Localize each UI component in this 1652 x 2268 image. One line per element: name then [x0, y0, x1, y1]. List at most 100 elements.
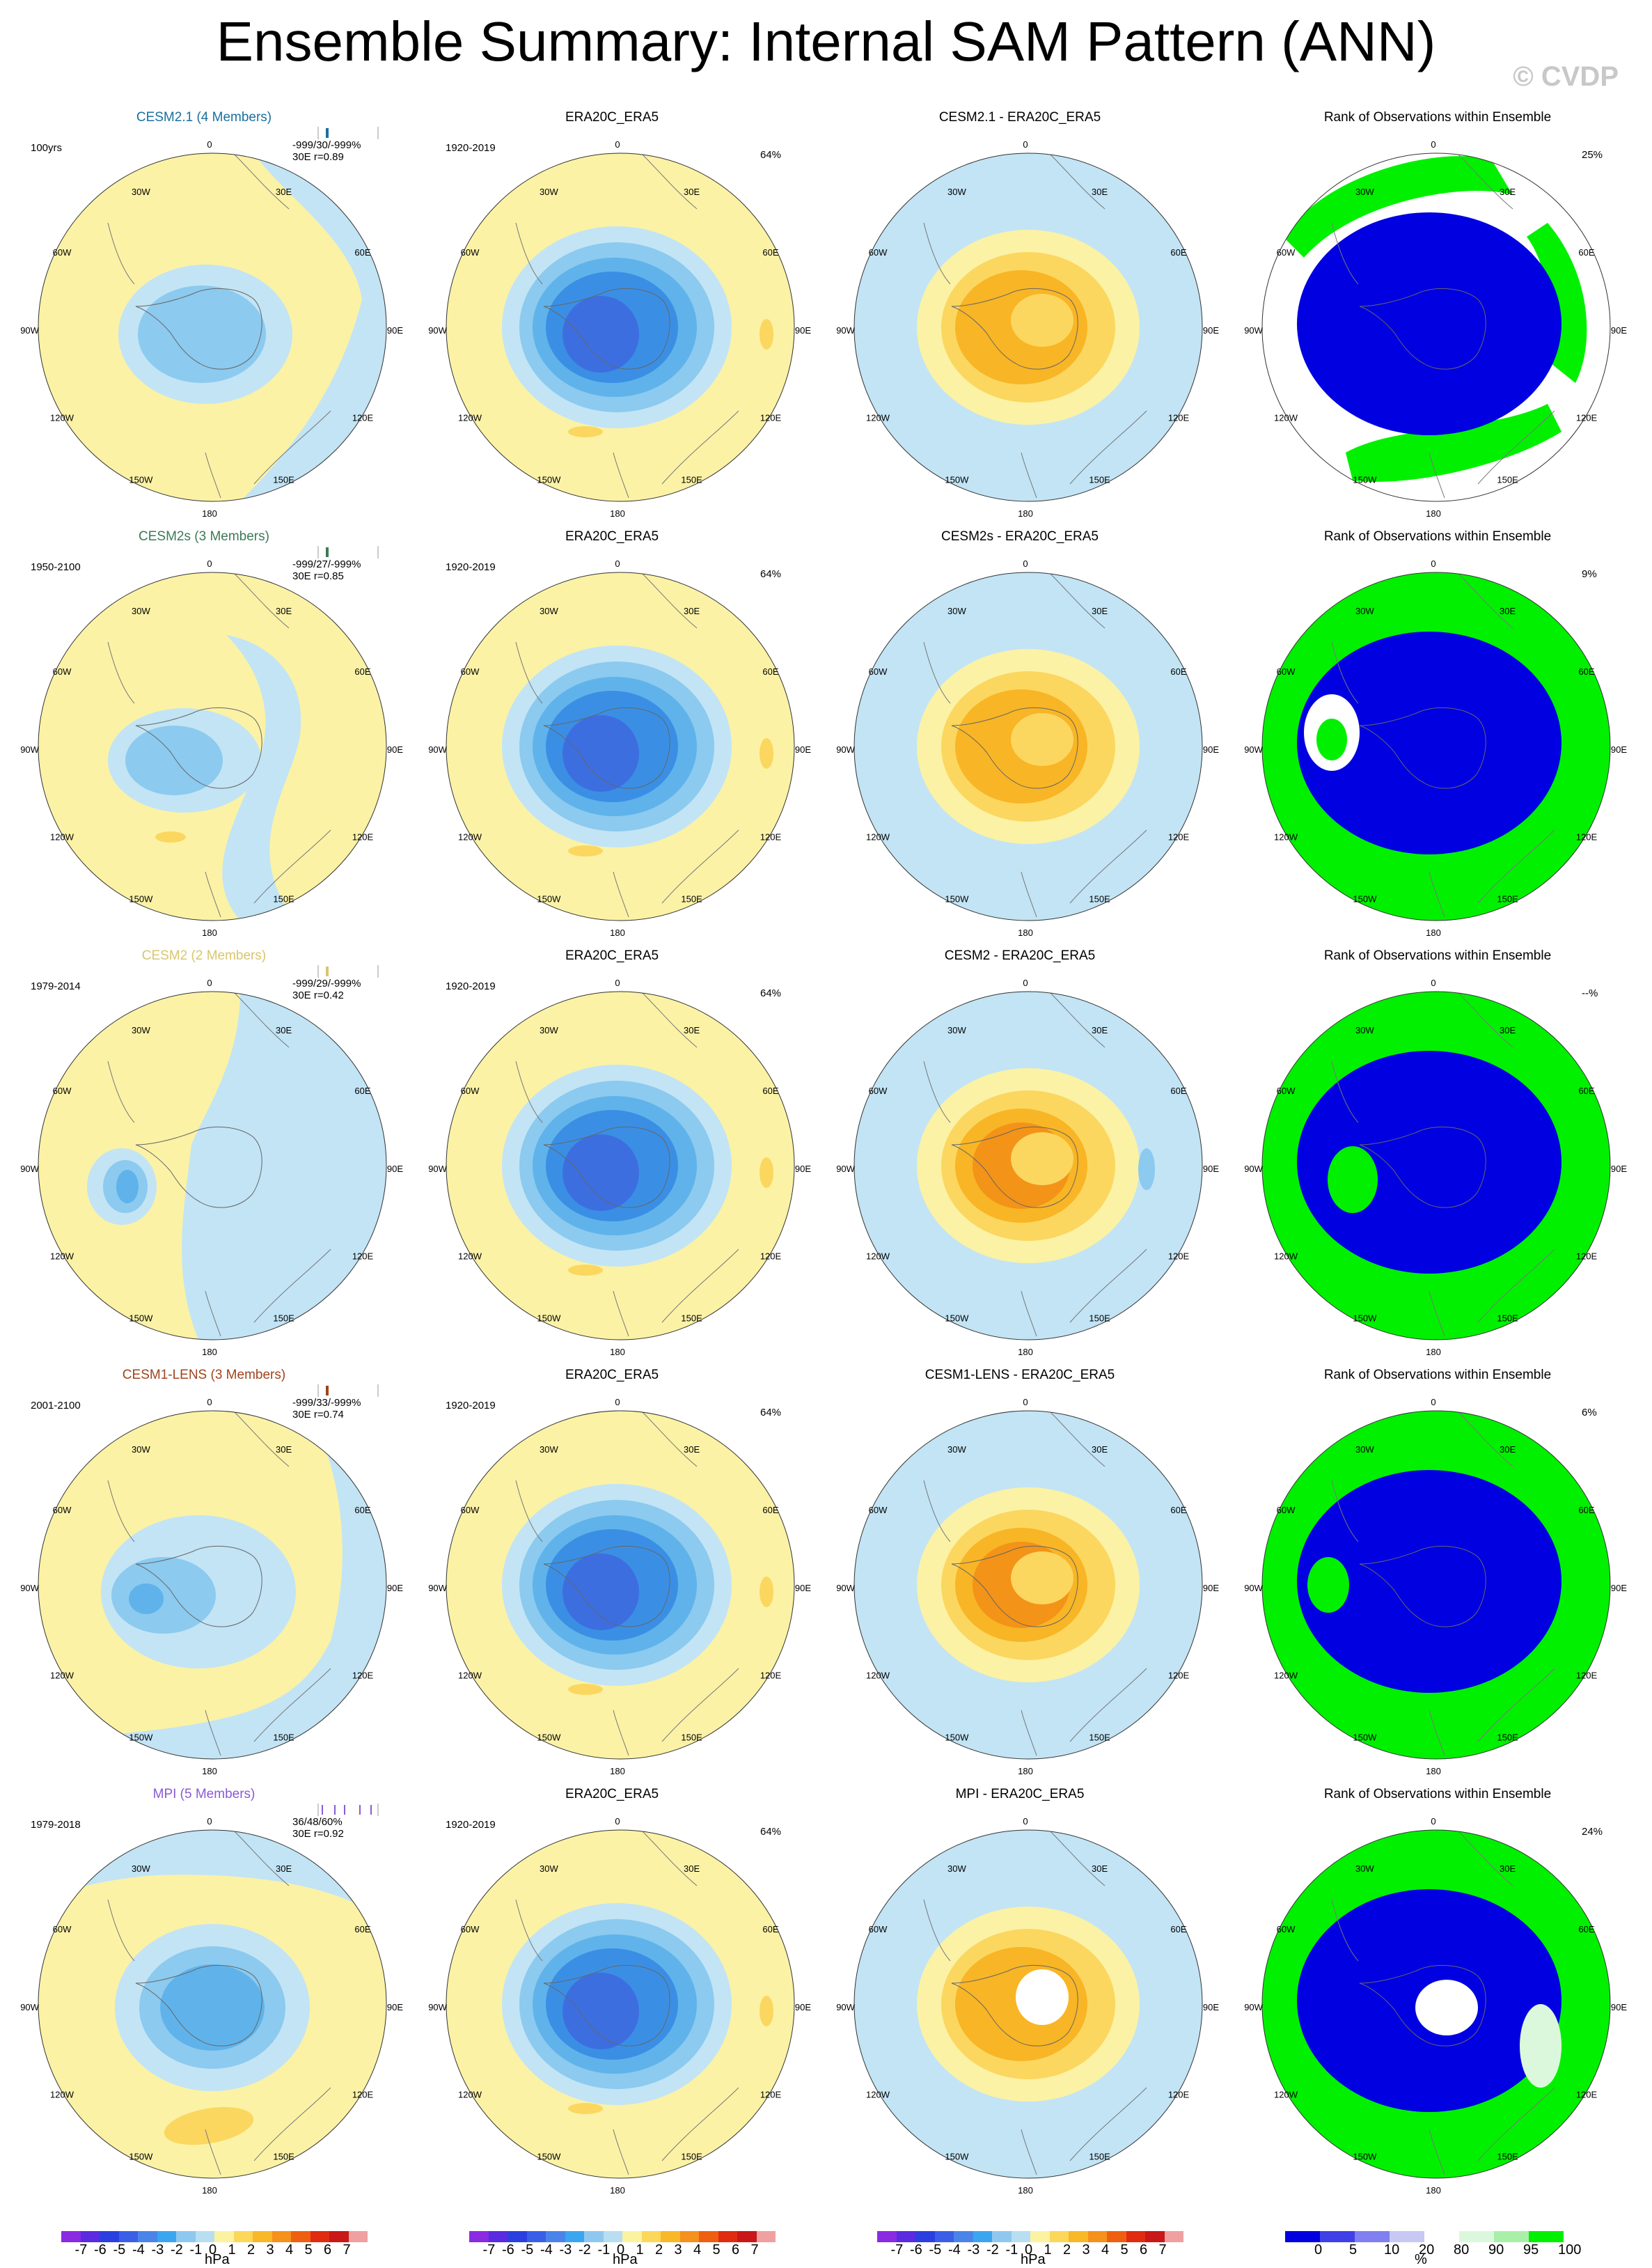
- lon-label-90e: 90E: [1203, 2002, 1219, 2012]
- lon-label-60e: 60E: [1170, 247, 1186, 258]
- colorbar-swatch: [679, 2231, 699, 2242]
- model-polar-map: 0 180 30W 30E 60W 60E 90W 90E 120W 120E 150W 150E: [20, 978, 403, 1357]
- colorbar-tick-label: -3: [967, 2242, 980, 2258]
- lon-label-60w: 60W: [869, 1505, 888, 1515]
- antarctica-outline: [951, 1964, 1078, 2047]
- lon-label-120e: 120E: [1168, 2090, 1190, 2100]
- lon-label-30w: 30W: [947, 1444, 966, 1455]
- lon-label-60e: 60E: [1170, 666, 1186, 677]
- lon-label-90w: 90W: [1244, 1583, 1263, 1593]
- colorbar-tick-label: -2: [171, 2242, 183, 2258]
- colorbar-tick-label: 7: [1158, 2242, 1167, 2258]
- colorbar-swatch: [118, 2231, 138, 2242]
- colorbar-swatch: [488, 2231, 508, 2242]
- antarctica-outline: [1359, 1126, 1486, 1208]
- africa-coast: [233, 153, 290, 210]
- diff-anomaly-inner: [1011, 1132, 1073, 1185]
- lon-label-120w: 120W: [458, 413, 482, 423]
- africa-coast: [1048, 992, 1106, 1048]
- ensemble-spread-glyph: [317, 1804, 379, 1816]
- lon-label-30w: 30W: [1355, 1025, 1374, 1035]
- colorbar-swatches: [877, 2231, 1183, 2242]
- diff-panel-title: CESM2.1 - ERA20C_ERA5: [938, 110, 1101, 125]
- colorbar-tick-label: 0: [1025, 2242, 1033, 2258]
- lon-label-30e: 30E: [684, 187, 700, 197]
- colorbar-model-hpa: -7 -6 -5 -4 -3 -2 -1 0 1 2 3 4 5 6 7 hPa: [61, 2231, 368, 2267]
- pressure-anomaly-high-south: [568, 426, 603, 437]
- lon-label-60w: 60W: [1277, 666, 1296, 677]
- lon-label-30w: 30W: [132, 1025, 150, 1035]
- south-america-coast: [107, 1061, 135, 1123]
- australia-coast: [1477, 829, 1555, 904]
- lon-label-120e: 120E: [1168, 832, 1190, 843]
- colorbar-unit: hPa: [205, 2252, 230, 2267]
- lon-label-150w: 150W: [129, 1313, 153, 1323]
- lon-label-180: 180: [1426, 928, 1441, 938]
- lon-label-150w: 150W: [129, 2151, 153, 2161]
- colorbar-swatch: [756, 2231, 776, 2242]
- antarctica-outline: [543, 1964, 670, 2047]
- lon-label-120w: 120W: [458, 1671, 482, 1681]
- colorbar-swatch: [954, 2231, 973, 2242]
- colorbar-swatch: [100, 2231, 119, 2242]
- lon-label-120e: 120E: [352, 413, 374, 423]
- pressure-anomaly-low-core: [563, 296, 639, 373]
- colorbar-swatch: [469, 2231, 489, 2242]
- colorbar-tick-label: -1: [1005, 2242, 1018, 2258]
- lon-label-120e: 120E: [760, 832, 782, 843]
- lon-label-30w: 30W: [1355, 1444, 1374, 1455]
- lon-label-90e: 90E: [387, 1164, 403, 1174]
- australia-coast: [661, 829, 739, 904]
- antarctica-outline: [1359, 707, 1486, 789]
- colorbar-tick-label: 0: [617, 2242, 625, 2258]
- new-zealand-coast: [1429, 871, 1445, 918]
- pattern-percent-label: 64%: [760, 1407, 782, 1418]
- lon-label-90e: 90E: [387, 325, 403, 336]
- lon-label-150w: 150W: [945, 1732, 969, 1742]
- lon-label-90w: 90W: [20, 325, 39, 336]
- lon-label-90w: 90W: [1244, 744, 1263, 755]
- panel-model-row-3: CESM2 (2 Members) 1979-2014 -999/29/-999% 3…: [0, 948, 408, 1368]
- lon-label-120w: 120W: [458, 832, 482, 843]
- lon-label-120w: 120W: [866, 832, 890, 843]
- lon-label-30e: 30E: [276, 1025, 292, 1035]
- antarctica-outline: [951, 288, 1078, 370]
- lon-label-120e: 120E: [352, 832, 374, 843]
- diff-polar-map: 0 180 30W 30E 60W 60E 90W 90E 120W 120E 150W 150E: [836, 139, 1219, 519]
- lon-label-180: 180: [202, 1347, 217, 1357]
- lon-label-150w: 150W: [129, 474, 153, 485]
- panel-obs-row-1: ERA20C_ERA5 1920-2019 64% 0 180 30W 30E 60W 60E 9…: [408, 110, 816, 529]
- colorbar-tick-label: -3: [559, 2242, 572, 2258]
- colorbar-swatch: [1529, 2231, 1564, 2242]
- lon-label-120w: 120W: [50, 832, 74, 843]
- lon-label-90e: 90E: [387, 2002, 403, 2012]
- pressure-anomaly-high-south: [568, 1684, 603, 1695]
- south-america-coast: [107, 222, 135, 285]
- australia-coast: [1477, 410, 1555, 485]
- lon-label-60e: 60E: [1578, 1505, 1594, 1515]
- lon-label-150e: 150E: [1089, 1313, 1110, 1323]
- lon-label-180: 180: [610, 2185, 625, 2196]
- rank-blue-core: [1297, 212, 1561, 435]
- lon-label-90w: 90W: [836, 1164, 855, 1174]
- pressure-anomaly-low-core: [116, 1170, 139, 1203]
- antarctica-outline: [951, 707, 1078, 789]
- pressure-anomaly-low-mid: [111, 1557, 216, 1634]
- lon-label-30w: 30W: [132, 187, 150, 197]
- south-america-coast: [1331, 641, 1359, 704]
- colorbar-tick-label: -5: [929, 2242, 942, 2258]
- lon-label-120e: 120E: [760, 1251, 782, 1262]
- new-zealand-coast: [613, 452, 629, 499]
- lon-label-30e: 30E: [1500, 1444, 1516, 1455]
- obs-polar-map: 0 180 30W 30E 60W 60E 90W 90E 120W 120E 150W 150E: [428, 1397, 811, 1776]
- south-america-coast: [923, 1061, 951, 1123]
- colorbar-swatch: [1087, 2231, 1107, 2242]
- rank-polar-map: 0 180 30W 30E 60W 60E 90W 90E 120W 120E 150W 150E: [1244, 558, 1627, 938]
- south-america-coast: [515, 1480, 543, 1542]
- pressure-anomaly-blue-arc: [222, 635, 301, 921]
- colorbar-swatch: [877, 2231, 897, 2242]
- lon-label-60e: 60E: [1170, 1086, 1186, 1096]
- ensemble-stats-line2: 30E r=0.42: [292, 990, 344, 1001]
- panel-rank-row-2: Rank of Observations within Ensemble 9% 0 1…: [1224, 529, 1632, 948]
- lon-label-60w: 60W: [461, 247, 480, 258]
